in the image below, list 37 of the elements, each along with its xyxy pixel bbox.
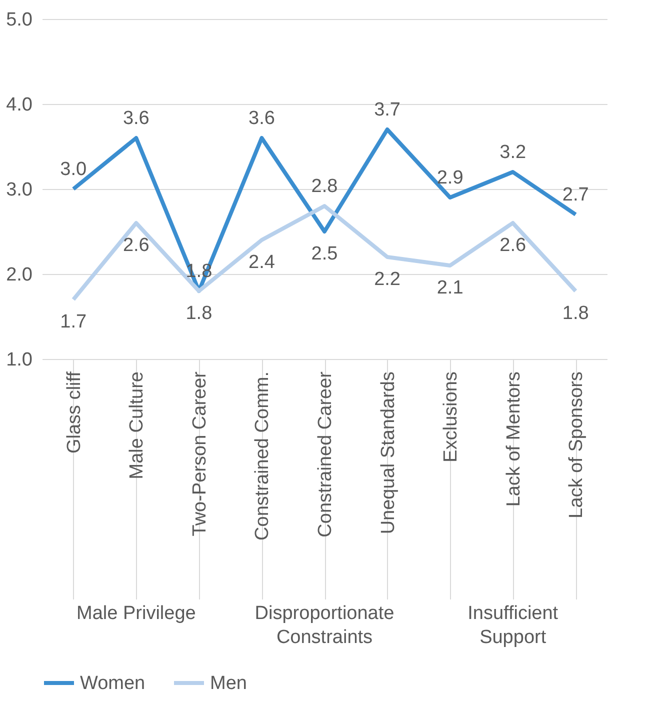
data-label: 2.6 [500,235,526,256]
data-label: 3.6 [248,108,275,129]
x-tick-label: Constrained Career [315,370,336,538]
y-tick-label: 4.0 [6,94,32,116]
x-tick-label: Exclusions [440,372,462,462]
data-label: 2.6 [122,235,150,256]
y-tick-label: 2.0 [6,264,32,286]
x-tick-label: Male Culture [126,372,148,480]
line-series [71,204,578,302]
data-label: 3.0 [60,159,87,180]
data-label: 3.6 [122,108,150,129]
y-tick-label: 1.0 [6,350,32,370]
y-tick-label: 3.0 [6,180,32,200]
data-label: 3.7 [374,100,400,120]
legend-label: Men [210,673,247,694]
annotation: Disproportionate Constraints [254,603,394,648]
annotation: Male Privilege [76,603,196,624]
x-tick-label: Two-Person Career [189,370,210,536]
x-tick-label: Unequal Standards [378,372,399,534]
data-label: 1.7 [60,312,87,332]
data-label: 2.8 [311,176,338,197]
legend-label: Women [80,673,146,694]
data-label: 1.8 [186,303,212,324]
data-label: 2.4 [248,252,276,273]
y-tick-label: 5.0 [6,10,32,30]
data-label: 3.2 [500,142,526,163]
data-label: 2.5 [311,244,338,264]
x-tick-label: Constrained Comm. [252,372,274,540]
data-label: 2.7 [562,184,589,206]
annotation: Insufficient Support [468,603,559,648]
x-tick-label: Lack of Mentors [503,372,524,507]
x-tick-label: Lack of Sponsors [566,372,588,518]
x-tick-label: Glass cliff [64,370,85,454]
data-label: 1.8 [562,303,589,324]
data-label: 2.1 [436,278,464,298]
data-label: 2.9 [436,168,464,188]
data-label: 2.2 [374,269,400,290]
